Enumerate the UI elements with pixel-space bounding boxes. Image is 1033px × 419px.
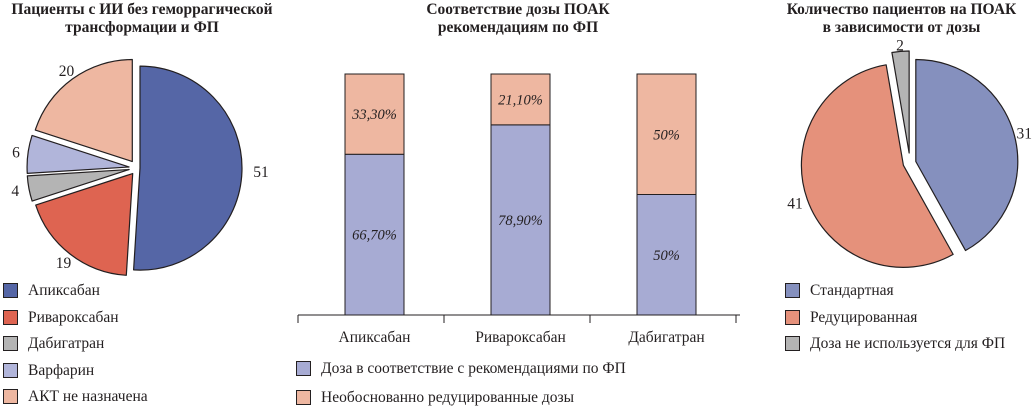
- pie-slice-label: 4: [11, 183, 19, 200]
- pie-slice-дабигатран: [26, 168, 130, 202]
- legend-label: Стандартная: [810, 282, 894, 299]
- legend-swatch: [3, 283, 18, 298]
- legend-label: Доза не используется для ФП: [810, 335, 1006, 352]
- bar-data-label: 78,90%: [498, 213, 543, 229]
- bar-data-label: 50%: [653, 248, 680, 264]
- bar-chart-title-line-1: Соответствие дозы ПОАК: [426, 1, 610, 18]
- bar-segment-апиксабан-s1: [344, 153, 405, 316]
- legend-label: Необоснованно редуцированные дозы: [321, 389, 575, 406]
- x-category-label: Дабигатран: [628, 329, 704, 346]
- legend-label: АКТ не назначена: [28, 388, 148, 405]
- bar-data-label: 33,30%: [351, 107, 397, 123]
- pie-slice-label: 51: [253, 164, 269, 181]
- legend-swatch: [3, 336, 18, 351]
- right-pie-chart: 31 41 2: [787, 37, 1032, 268]
- right-pie-title-line-2: в зависимости от дозы: [822, 19, 981, 36]
- legend-swatch: [785, 336, 800, 351]
- left-pie-title: Пациенты с ИИ без геморрагической трансф…: [0, 1, 284, 37]
- legend-swatch: [785, 309, 800, 325]
- bar-segment-дабигатран-s1: [636, 194, 697, 316]
- left-pie-title-line-1: Пациенты с ИИ без геморрагической: [11, 1, 273, 18]
- right-pie-title-line-1: Количество пациентов на ПОАК: [786, 1, 1017, 18]
- pie-slice-label: 2: [896, 37, 904, 54]
- pie-slice-ривароксабан: [35, 172, 134, 276]
- legend-label: Дабигатран: [28, 335, 105, 352]
- left-pie-chart: 51 19 4 6 20: [11, 58, 269, 276]
- legend-swatch: [785, 283, 800, 298]
- pie-slice-доза-не-используется-для-фп: [891, 50, 910, 154]
- pie-slice-label: 41: [787, 196, 803, 213]
- pie-slice-label: 31: [1016, 125, 1032, 142]
- pie-slice-акт-не-назначена: [34, 58, 133, 163]
- bar-panel: Соответствие дозы ПОАК рекомендациям по …: [290, 0, 746, 410]
- bar-chart-title-line-2: рекомендациям по ФП: [437, 19, 599, 36]
- bar-data-label: 50%: [653, 127, 680, 143]
- right-pie-panel: Количество пациентов на ПОАК в зависимос…: [770, 0, 1033, 410]
- bar-segment-апиксабан-s2: [344, 73, 405, 155]
- left-pie-title-line-2: трансформации и ФП: [65, 19, 219, 36]
- bar-segment-ривароксабан-s2: [490, 73, 551, 126]
- legend-swatch: [296, 390, 311, 405]
- pie-slice-варфарин: [26, 134, 130, 175]
- pie-slice-label: 19: [56, 255, 72, 272]
- right-pie-title: Количество пациентов на ПОАК в зависимос…: [770, 1, 1033, 37]
- legend-swatch: [3, 362, 18, 378]
- pie-slice-апиксабан: [132, 65, 243, 271]
- legend-swatch: [3, 309, 18, 325]
- pie-slice-label: 6: [12, 145, 20, 162]
- stacked-bar-chart: 66,70% 33,30% Апиксабан 78,90% 21,10% Риварок…: [297, 73, 740, 346]
- pie-slice-стандартная: [915, 58, 1019, 252]
- legend-label: Варфарин: [28, 361, 95, 379]
- bar-data-label: 66,70%: [352, 228, 397, 244]
- bar-segment-дабигатран-s2: [636, 73, 697, 195]
- pie-slice-label: 20: [59, 63, 75, 80]
- legend-swatch: [3, 389, 18, 404]
- legend-label: Редуцированная: [810, 308, 918, 326]
- bar-data-label: 21,10%: [498, 92, 543, 108]
- pie-slice-редуцированная: [800, 64, 954, 268]
- legend-label: Доза в соответствие с рекомендациями по …: [321, 360, 626, 377]
- bar-chart-title: Соответствие дозы ПОАК рекомендациям по …: [290, 1, 746, 37]
- legend-label: Апиксабан: [28, 282, 100, 299]
- legend-swatch: [296, 361, 311, 376]
- left-pie-panel: Пациенты с ИИ без геморрагической трансф…: [0, 0, 284, 410]
- bar-segment-ривароксабан-s1: [490, 124, 551, 316]
- x-category-label: Ривароксабан: [475, 329, 566, 346]
- x-category-label: Апиксабан: [339, 329, 411, 346]
- legend-label: Ривароксабан: [28, 308, 119, 326]
